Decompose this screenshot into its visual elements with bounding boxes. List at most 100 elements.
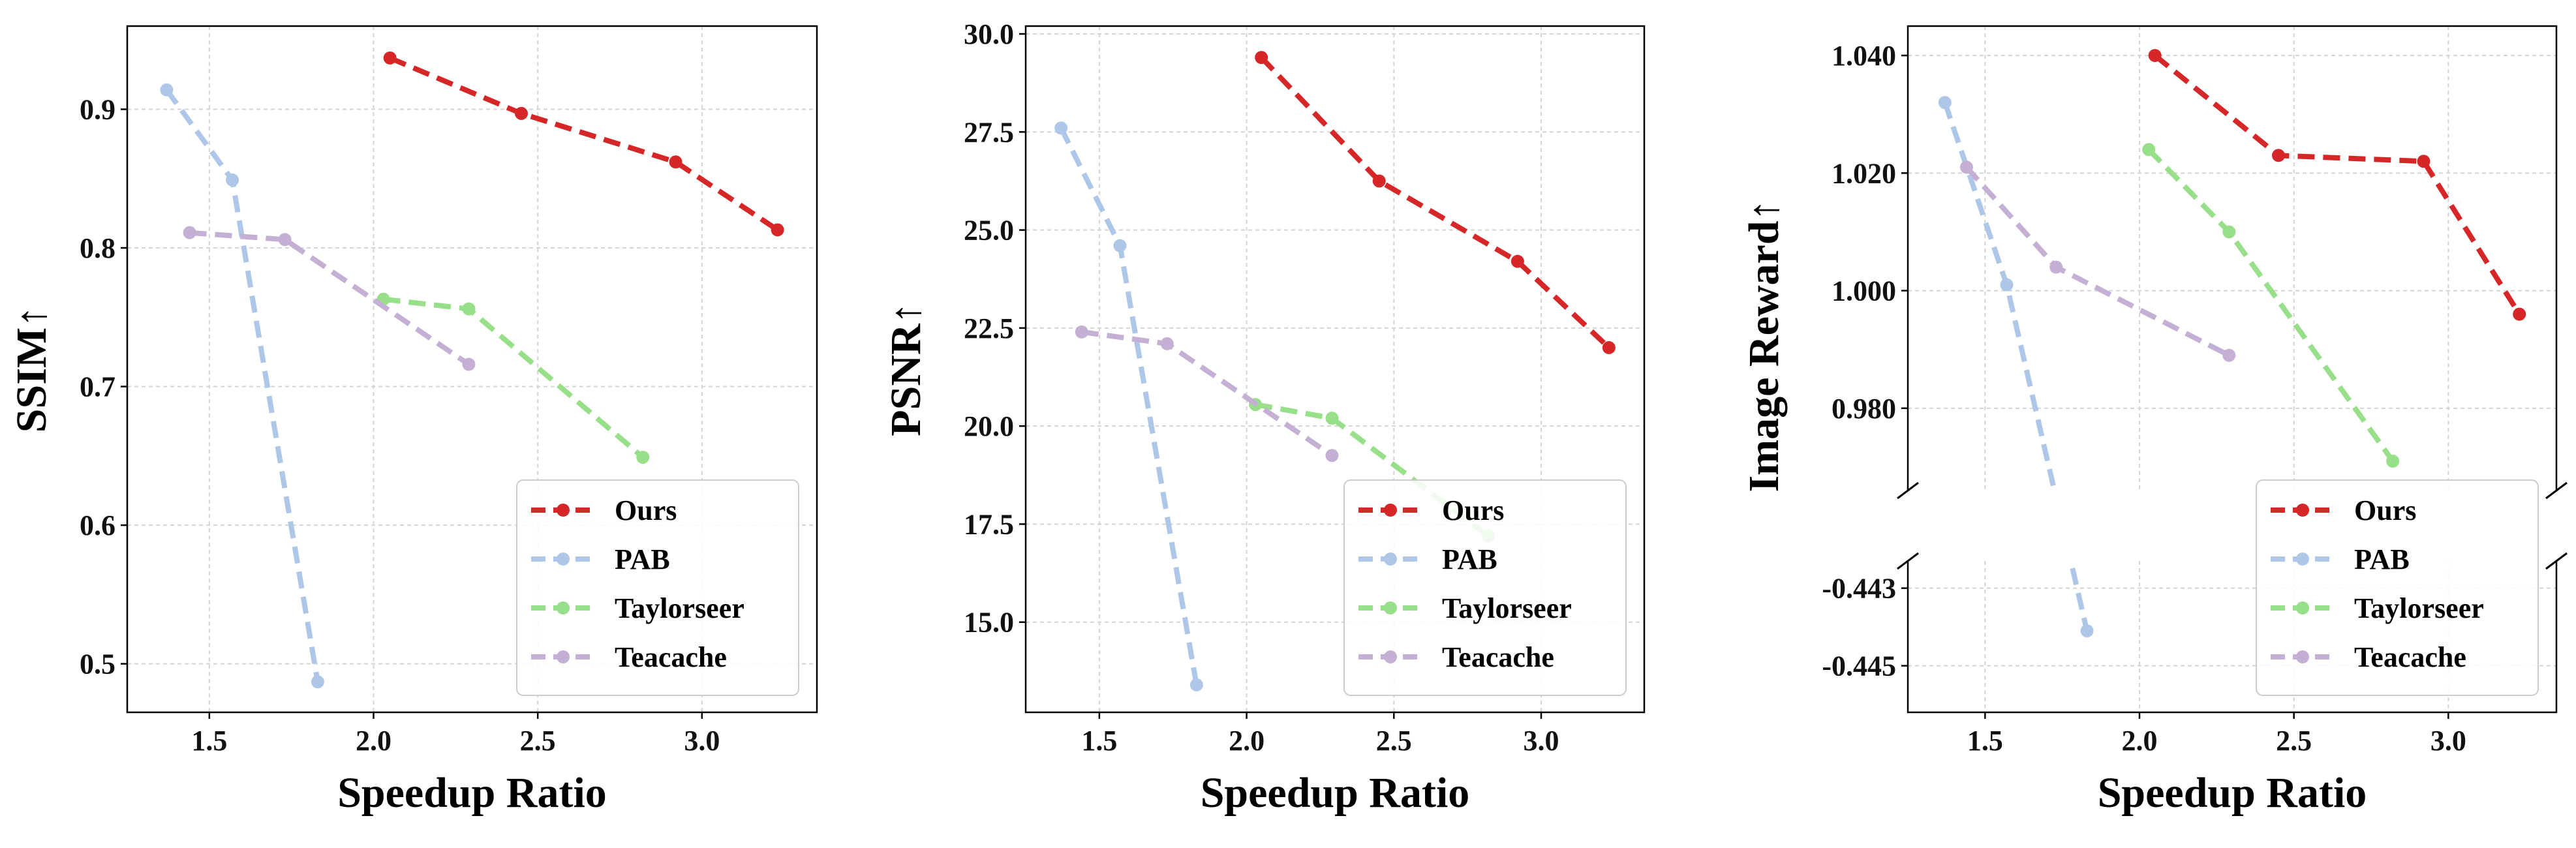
data-point-ours — [2417, 155, 2430, 168]
y-tick-label: 17.5 — [964, 508, 1014, 540]
legend-marker-pab — [1384, 553, 1397, 566]
series-line-pab — [164, 88, 320, 682]
y-tick-label: 0.7 — [80, 371, 115, 403]
y-tick-label: 15.0 — [964, 607, 1014, 639]
legend-marker-teacache — [1384, 650, 1397, 663]
legend-marker-pab — [2296, 553, 2309, 566]
axis-break-mark — [1897, 552, 1919, 570]
data-point-pab — [226, 173, 239, 187]
x-tick-label: 2.0 — [1229, 725, 1265, 757]
series-line-ours — [1259, 55, 1611, 350]
legend-label-teacache: Teacache — [2354, 641, 2466, 673]
series-line-pab — [2068, 561, 2090, 632]
y-tick-label: 0.980 — [1832, 393, 1896, 425]
y-tick-label: 0.9 — [80, 94, 115, 126]
data-point-ours — [383, 51, 397, 65]
data-point-teacache — [2222, 348, 2236, 362]
axis-break-mark — [2545, 552, 2568, 570]
data-point-ours — [669, 155, 682, 169]
y-tick-label: 20.0 — [964, 410, 1014, 442]
data-point-teacache — [2049, 260, 2063, 274]
legend-label-teacache: Teacache — [615, 641, 727, 673]
y-tick-label: -0.445 — [1822, 650, 1896, 682]
top-axes-frame — [1907, 25, 2558, 491]
series-line-teacache — [189, 230, 470, 367]
legend-label-pab: PAB — [2354, 543, 2410, 575]
data-point-teacache — [1160, 337, 1174, 350]
legend: Ours PAB Taylorseer Teacache — [2256, 479, 2539, 696]
series-line-ours — [389, 55, 779, 232]
data-point-taylorseer — [2142, 143, 2156, 157]
x-tick-label: 2.0 — [356, 725, 391, 757]
legend-label-taylorseer: Taylorseer — [1442, 592, 1572, 624]
data-point-ours — [1510, 254, 1524, 268]
data-point-ours — [1372, 174, 1386, 188]
data-point-ours — [2513, 307, 2526, 321]
data-point-ours — [1602, 341, 1616, 354]
data-point-taylorseer — [2222, 225, 2236, 239]
series-line-pab — [1058, 127, 1199, 686]
series-line-ours — [2153, 53, 2522, 316]
plot-frame — [126, 25, 818, 714]
legend-box — [1343, 479, 1627, 696]
y-tick-label: 0.8 — [80, 232, 115, 264]
series-line-teacache — [1081, 329, 1334, 458]
data-point-pab — [2080, 624, 2094, 638]
legend-marker-ours — [1384, 504, 1397, 517]
series-line-teacache — [1964, 165, 2231, 358]
data-point-taylorseer — [1325, 412, 1339, 425]
y-tick-label: 1.020 — [1832, 157, 1896, 189]
y-axis-label: PSNR↑ — [882, 302, 930, 436]
x-tick-label: 2.5 — [1376, 725, 1412, 757]
legend-label-ours: Ours — [615, 494, 677, 526]
legend-label-pab: PAB — [615, 543, 670, 575]
data-point-ours — [2148, 49, 2162, 63]
data-point-taylorseer — [636, 450, 650, 464]
legend-marker-teacache — [557, 650, 570, 663]
data-point-teacache — [183, 226, 196, 239]
legend-marker-taylorseer — [1384, 601, 1397, 614]
data-point-pab — [160, 83, 174, 97]
data-point-ours — [515, 106, 528, 120]
legend: Ours PAB Taylorseer Teacache — [1343, 479, 1627, 696]
legend-label-ours: Ours — [2354, 494, 2416, 526]
data-point-pab — [311, 675, 324, 689]
data-point-teacache — [1325, 449, 1339, 462]
x-tick-label: 1.5 — [191, 725, 227, 757]
data-point-teacache — [462, 357, 476, 371]
legend-marker-ours — [557, 504, 570, 517]
legend-label-pab: PAB — [1442, 543, 1497, 575]
legend-label-ours: Ours — [1442, 494, 1504, 526]
bottom-axes-frame — [1907, 561, 2558, 714]
x-axis-label: Speedup Ratio — [1201, 769, 1470, 817]
data-point-teacache — [1959, 160, 1973, 174]
y-tick-label: 25.0 — [964, 215, 1014, 247]
data-point-pab — [1189, 678, 1203, 691]
x-tick-label: 1.5 — [1081, 725, 1117, 757]
axis-break-mark — [2545, 481, 2568, 500]
series-line-taylorseer — [2149, 149, 2393, 461]
y-tick-label: 1.040 — [1832, 40, 1896, 72]
x-tick-label: 2.5 — [2276, 725, 2312, 757]
x-tick-label: 3.0 — [684, 725, 720, 757]
y-tick-label: 1.000 — [1832, 275, 1896, 307]
series-line-ours — [2155, 55, 2520, 314]
legend-marker-ours — [2296, 504, 2309, 517]
series-line-taylorseer — [2147, 147, 2395, 463]
legend-label-teacache: Teacache — [1442, 641, 1554, 673]
x-tick-label: 1.5 — [1967, 725, 2003, 757]
y-axis-label: Image Reward↑ — [1740, 199, 1788, 492]
y-tick-label: -0.443 — [1822, 573, 1896, 605]
x-tick-label: 2.0 — [2122, 725, 2158, 757]
data-point-pab — [1938, 96, 1952, 110]
x-tick-label: 2.5 — [520, 725, 556, 757]
data-point-ours — [2272, 149, 2285, 162]
axis-break-mark — [1897, 481, 1919, 500]
legend-box — [2256, 479, 2539, 696]
data-point-pab — [1054, 121, 1068, 135]
x-axis-label: Speedup Ratio — [2098, 769, 2367, 817]
y-tick-label: 22.5 — [964, 312, 1014, 344]
data-point-pab — [1113, 239, 1127, 252]
series-line-taylorseer — [383, 296, 645, 460]
y-tick-label: 0.6 — [80, 509, 115, 541]
